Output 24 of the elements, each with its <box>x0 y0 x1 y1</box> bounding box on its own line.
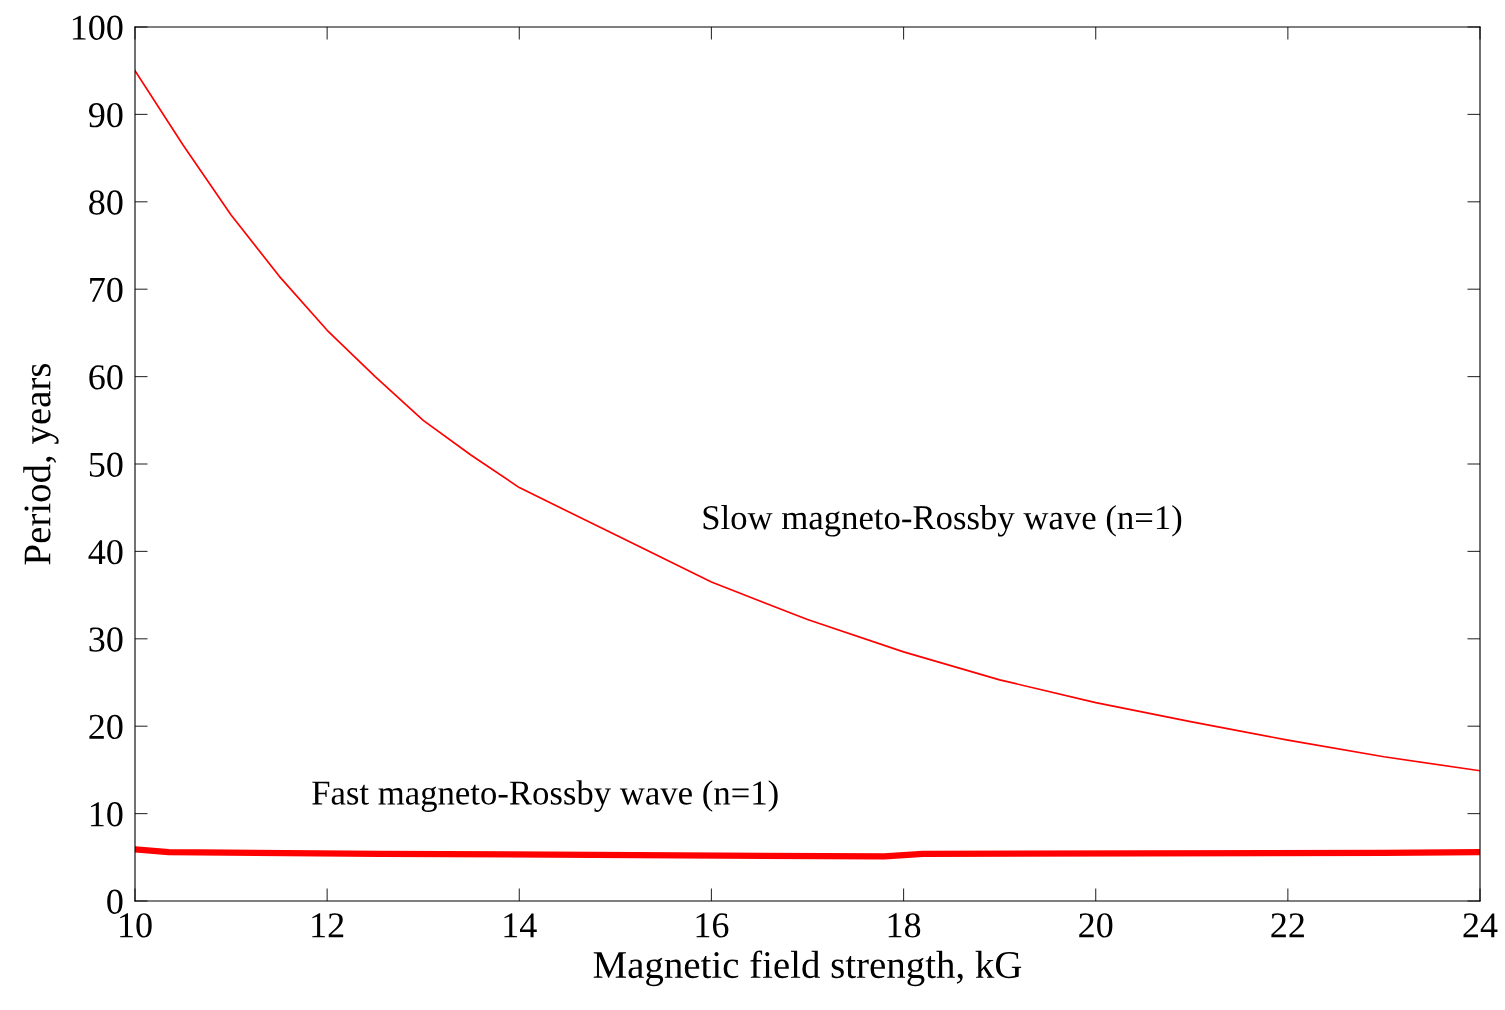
x-tick-label: 10 <box>120 913 152 938</box>
x-tick-label: 22 <box>1271 913 1304 938</box>
y-tick-label: 30 <box>89 627 123 652</box>
annotation: Slow magneto-Rossby wave (n=1) <box>703 505 1182 537</box>
x-tick-label: 12 <box>312 913 344 938</box>
y-tick-label: 90 <box>88 102 123 128</box>
y-tick-label: 80 <box>89 190 123 215</box>
x-tick-label: 20 <box>1079 913 1113 938</box>
x-tick-label: 14 <box>504 913 537 938</box>
x-axis-title: Magnetic field strength, kG <box>593 950 1022 987</box>
x-tick-label: 16 <box>696 913 729 938</box>
y-tick-label: 20 <box>89 714 123 740</box>
y-tick-label: 60 <box>89 365 123 390</box>
y-tick-label: 10 <box>90 802 123 827</box>
y-tick-label: 70 <box>90 277 123 303</box>
x-tick-label: 24 <box>1463 913 1498 938</box>
y-tick-label: 40 <box>88 539 123 565</box>
y-tick-label: 50 <box>89 452 123 477</box>
line-series <box>135 69 1480 772</box>
y-tick-label: 100 <box>72 15 123 40</box>
annotation: Fast magneto-Rossby wave (n=1) <box>312 780 778 812</box>
x-tick-label: 18 <box>888 913 921 938</box>
y-tick-label: 0 <box>107 889 123 914</box>
y-axis-title: Period, years <box>23 363 59 565</box>
